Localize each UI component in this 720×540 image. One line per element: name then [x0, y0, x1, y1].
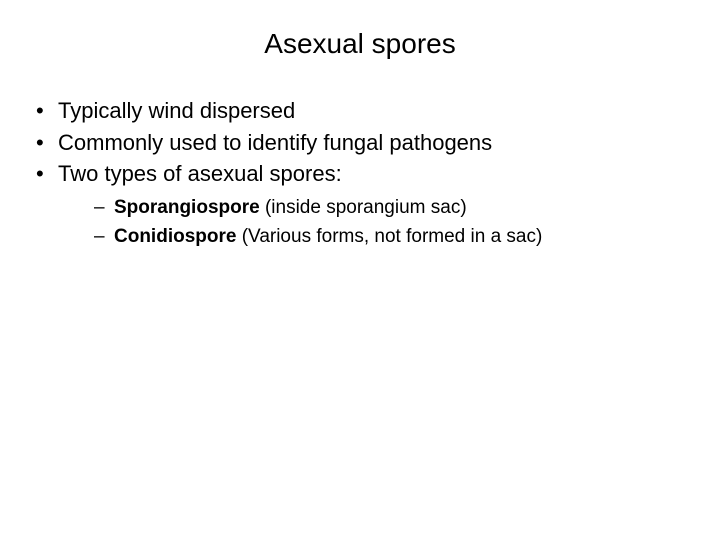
bullet-text: Two types of asexual spores: — [58, 161, 342, 186]
sub-bullet-list: Sporangiospore (inside sporangium sac) C… — [58, 195, 692, 250]
slide-title: Asexual spores — [28, 28, 692, 60]
sub-bullet-rest: (inside sporangium sac) — [260, 197, 467, 218]
sub-bullet-item: Conidiospore (Various forms, not formed … — [94, 224, 692, 251]
sub-bullet-item: Sporangiospore (inside sporangium sac) — [94, 195, 692, 222]
sub-bullet-bold: Sporangiospore — [114, 197, 260, 218]
sub-bullet-rest: (Various forms, not formed in a sac) — [236, 226, 542, 247]
bullet-item: Typically wind dispersed — [36, 96, 692, 126]
sub-bullet-bold: Conidiospore — [114, 226, 236, 247]
bullet-list: Typically wind dispersed Commonly used t… — [28, 96, 692, 250]
bullet-item: Two types of asexual spores: Sporangiosp… — [36, 159, 692, 250]
bullet-item: Commonly used to identify fungal pathoge… — [36, 128, 692, 158]
